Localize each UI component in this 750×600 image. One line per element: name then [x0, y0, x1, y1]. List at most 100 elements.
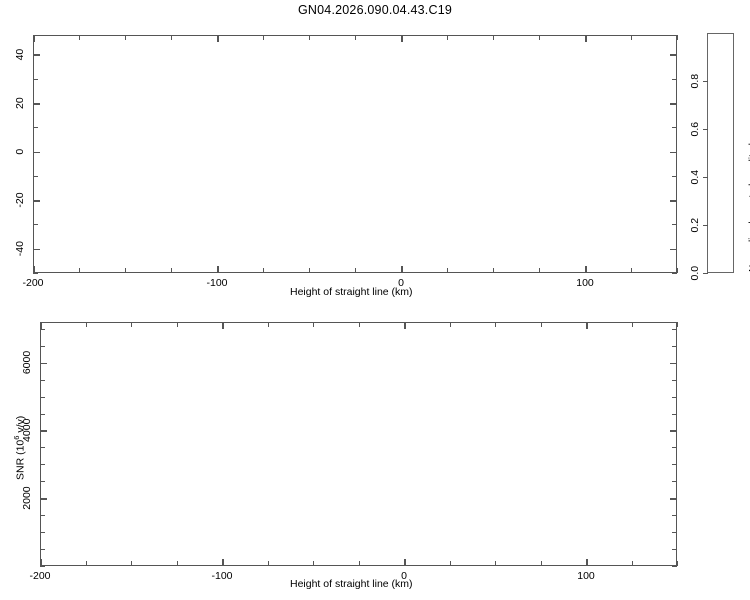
y-tick-label: -40: [14, 241, 26, 257]
axis-tick-minor: [672, 396, 677, 398]
axis-tick-minor: [631, 561, 633, 566]
axis-tick-major: [585, 35, 587, 42]
x-tick-label: -200: [22, 277, 44, 289]
axis-tick-minor: [79, 35, 80, 40]
axis-tick-minor: [85, 322, 87, 327]
axis-tick-minor: [40, 481, 45, 483]
x-tick-label: 0: [398, 277, 404, 289]
axis-tick-minor: [672, 127, 677, 129]
axis-tick-minor: [539, 35, 540, 40]
axis-tick-major: [585, 266, 587, 273]
axis-tick-major: [40, 322, 42, 329]
axis-tick-minor: [677, 35, 678, 40]
axis-tick-minor: [677, 561, 678, 566]
axis-tick-minor: [40, 328, 45, 330]
axis-tick-minor: [33, 78, 38, 80]
axis-tick-minor: [672, 224, 677, 226]
axis-tick-minor: [449, 322, 451, 327]
axis-tick-minor: [309, 35, 310, 40]
y-tick-label: 20: [14, 97, 26, 109]
axis-tick-minor: [313, 322, 314, 327]
axis-tick-minor: [495, 322, 496, 327]
axis-tick-major: [670, 54, 677, 57]
axis-tick-major: [670, 200, 677, 202]
axis-tick-major: [33, 35, 35, 42]
snr-x-axis-label: Height of straight line (km): [290, 578, 413, 590]
axis-tick-minor: [449, 561, 451, 566]
axis-tick-major: [33, 248, 40, 251]
colorbar-tick-label: 0.8: [689, 73, 701, 89]
axis-tick-minor: [539, 268, 540, 273]
axis-tick-major: [401, 266, 403, 273]
axis-tick-major: [670, 248, 677, 251]
axis-tick-minor: [677, 322, 678, 327]
snr-y-axis-label: SNR (106 v/v): [12, 416, 27, 480]
x-tick-label: -200: [29, 570, 51, 582]
axis-tick-minor: [33, 127, 38, 129]
axis-tick-minor: [672, 273, 677, 274]
axis-tick-minor: [267, 561, 269, 566]
axis-tick-major: [404, 559, 406, 566]
axis-tick-major: [670, 498, 677, 500]
axis-tick-minor: [131, 322, 132, 327]
axis-tick-minor: [263, 35, 264, 40]
y-tick-label: 2000: [21, 486, 33, 510]
axis-tick-minor: [631, 322, 633, 327]
axis-tick-major: [670, 362, 677, 365]
axis-tick-minor: [493, 268, 494, 273]
x-tick-label: 100: [576, 277, 594, 289]
axis-tick-minor: [672, 481, 677, 483]
page-title: GN04.2026.090.04.43.C19: [297, 3, 453, 17]
axis-tick-major: [670, 430, 677, 433]
axis-tick-minor: [131, 561, 132, 566]
axis-tick-major: [670, 151, 677, 154]
axis-tick-minor: [540, 561, 542, 566]
x-tick-label: -100: [211, 570, 233, 582]
axis-tick-major: [217, 266, 219, 273]
axis-tick-minor: [672, 328, 677, 330]
y-tick-label: 6000: [21, 350, 33, 375]
x-tick-label: 0: [401, 570, 407, 582]
axis-tick-major: [33, 266, 35, 273]
axis-tick-minor: [355, 35, 356, 40]
axis-tick-major: [33, 54, 40, 57]
colorbar-tick: [703, 81, 708, 83]
x-tick-label: -100: [206, 277, 228, 289]
axis-tick-minor: [447, 268, 448, 273]
axis-tick-minor: [672, 447, 677, 449]
axis-tick-minor: [672, 175, 677, 177]
axis-tick-major: [222, 322, 224, 329]
axis-tick-major: [401, 35, 403, 42]
axis-tick-minor: [85, 561, 87, 566]
colorbar-frame: [707, 33, 734, 273]
y-tick-label: 40: [14, 48, 26, 61]
axis-tick-minor: [40, 515, 45, 517]
colorbar-tick: [703, 177, 708, 179]
axis-tick-minor: [677, 268, 678, 273]
axis-tick-minor: [263, 268, 264, 273]
axis-tick-minor: [672, 345, 677, 347]
axis-tick-minor: [672, 515, 677, 517]
axis-tick-minor: [40, 532, 45, 534]
axis-tick-minor: [79, 268, 80, 273]
spectrogram-axes-frame: [33, 35, 677, 273]
snr-y-axis-label-unit: v/v): [14, 415, 27, 436]
axis-tick-minor: [171, 268, 172, 273]
axis-tick-minor: [631, 35, 632, 40]
axis-tick-minor: [33, 224, 38, 226]
axis-tick-minor: [40, 396, 45, 398]
axis-tick-major: [222, 559, 224, 566]
axis-tick-minor: [672, 413, 677, 415]
colorbar-tick-label: 0.0: [689, 265, 701, 281]
axis-tick-minor: [40, 413, 45, 415]
axis-tick-major: [217, 35, 219, 42]
snr-y-axis-label-base: SNR (10: [14, 439, 27, 480]
axis-tick-minor: [40, 379, 45, 381]
snr-y-axis-label-exponent: 6: [12, 435, 21, 440]
axis-tick-minor: [33, 175, 38, 177]
axis-tick-minor: [125, 268, 126, 273]
axis-tick-minor: [358, 322, 360, 327]
axis-tick-minor: [40, 464, 45, 466]
axis-tick-minor: [672, 532, 677, 534]
